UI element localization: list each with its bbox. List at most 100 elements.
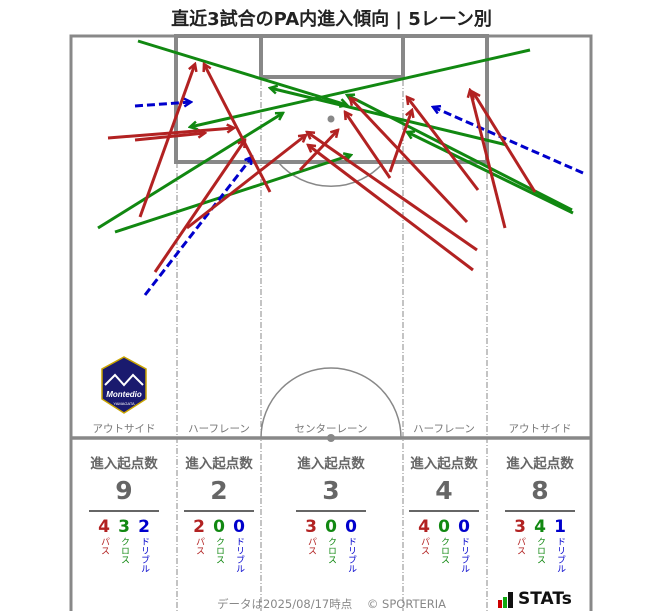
club-logo: Montedio YAMAGATA [99,355,149,419]
dribble-count-value: 0 [458,516,470,537]
dribble-count-value: 1 [554,516,566,537]
pass-count-value: 3 [514,516,526,537]
dribble-count: 0 ドリブル [344,516,358,573]
lane-stats-left-half: 進入起点数 2 2 パス 0 クロス 0 ドリブル [184,452,254,573]
stat-header: 進入起点数 [410,456,478,472]
pass-count: 3 パス [513,516,527,573]
goal-area [259,34,405,79]
dribble-count: 0 ドリブル [457,516,471,573]
pass-count: 4 パス [417,517,431,573]
lane-label-center: センターレーン [294,423,368,435]
cross-label: クロス [535,536,545,564]
dribble-count-value: 0 [233,516,245,537]
cross-label: クロス [439,536,449,564]
dribble-label: ドリブル [555,536,565,573]
pass-count: 2 パス [192,516,206,573]
pass-arrow [298,130,338,172]
chart-title: 直近3試合のPA内進入傾向 | 5レーン別 [171,9,492,30]
center-spot [327,434,335,442]
divider [184,510,254,512]
lane-stats-left-outside: 進入起点数 9 4 パス 3 クロス 2 ドリブル [89,452,159,573]
pass-count-value: 4 [98,516,110,537]
pass-arrow [473,92,537,193]
pass-arrow [388,110,412,173]
footer: データは2025/08/17時点 © SPORTERIA [0,596,663,612]
lane-stats-right-half: 進入起点数 4 4 パス 0 クロス 0 ドリブル [409,452,479,573]
pass-arrow [138,64,195,218]
cross-count: 4 クロス [533,516,547,573]
cross-count: 0 クロス [212,516,226,573]
cross-count-value: 0 [213,516,225,537]
brand-text: STATs [518,589,572,609]
divider [505,510,575,512]
pass-arrow [407,97,480,191]
cross-count: 3 クロス [117,516,131,573]
dribble-label: ドリブル [234,536,244,573]
entry-total: 8 [531,476,549,505]
lane-stats-right-outside: 進入起点数 8 3 パス 4 クロス 1 ドリブル [505,452,575,573]
cross-count-value: 0 [438,516,450,537]
cross-label: クロス [326,536,336,564]
lane-label-right-half: ハーフレーン [413,423,475,435]
divider [409,510,479,512]
pass-arrow [153,140,245,273]
cross-count-value: 3 [118,516,130,537]
cross-label: クロス [119,536,129,564]
dribble-count-value: 0 [345,516,357,537]
stat-header: 進入起点数 [90,456,158,472]
copyright: © SPORTERIA [366,597,447,611]
dribble-label: ドリブル [346,536,356,573]
pass-arrow [186,135,306,230]
svg-text:YAMAGATA: YAMAGATA [113,401,135,406]
pass-arrow [107,128,234,140]
cross-arrow [97,113,283,230]
dribble-arrow [134,102,191,106]
pass-arrow [134,133,205,142]
svg-text:Montedio: Montedio [106,390,142,399]
pass-count-value: 2 [193,516,205,537]
entry-total: 9 [115,476,133,505]
pass-arrow [308,145,474,272]
pitch-lines [69,34,593,611]
cross-count-value: 0 [325,516,337,537]
dribble-arrow [433,107,584,175]
cross-label: クロス [214,536,224,564]
stat-header: 進入起点数 [297,456,365,472]
stat-header: 進入起点数 [506,456,574,472]
cross-arrow [190,48,531,127]
lane-label-left-outside: アウトサイド [92,423,156,435]
entry-total: 4 [435,476,453,505]
pass-count: 3 パス [304,516,318,573]
pass-label: パス [515,536,525,555]
pass-label: パス [194,536,204,555]
pass-arrow [307,132,478,252]
penalty-spot [327,115,335,123]
stats-logo: STATs [498,590,572,608]
data-date: データは2025/08/17時点 [216,597,353,611]
divider [89,510,159,512]
pass-label: パス [99,536,109,555]
cross-count: 0 クロス [437,516,451,573]
cross-count-value: 4 [534,516,546,537]
entry-total: 2 [210,476,228,505]
lane-dividers [176,36,488,611]
pass-label: パス [306,536,316,555]
lane-label-right-outside: アウトサイド [508,423,572,435]
stat-header: 進入起点数 [185,456,253,472]
pass-arrow [470,90,507,229]
pass-count: 4 パス [97,516,111,573]
pass-count-value: 3 [305,516,317,537]
dribble-count: 2 ドリブル [137,516,151,573]
entry-arrows [97,39,584,296]
dribble-arrow [143,157,252,296]
dribble-count: 1 ドリブル [553,516,567,573]
dribble-label: ドリブル [459,536,469,573]
dribble-label: ドリブル [139,536,149,573]
dribble-count: 0 ドリブル [232,516,246,573]
pass-label: パス [419,536,429,555]
penalty-arc [277,161,385,188]
entry-total: 3 [322,476,340,505]
center-circle [260,367,402,439]
dribble-count-value: 2 [138,516,150,537]
